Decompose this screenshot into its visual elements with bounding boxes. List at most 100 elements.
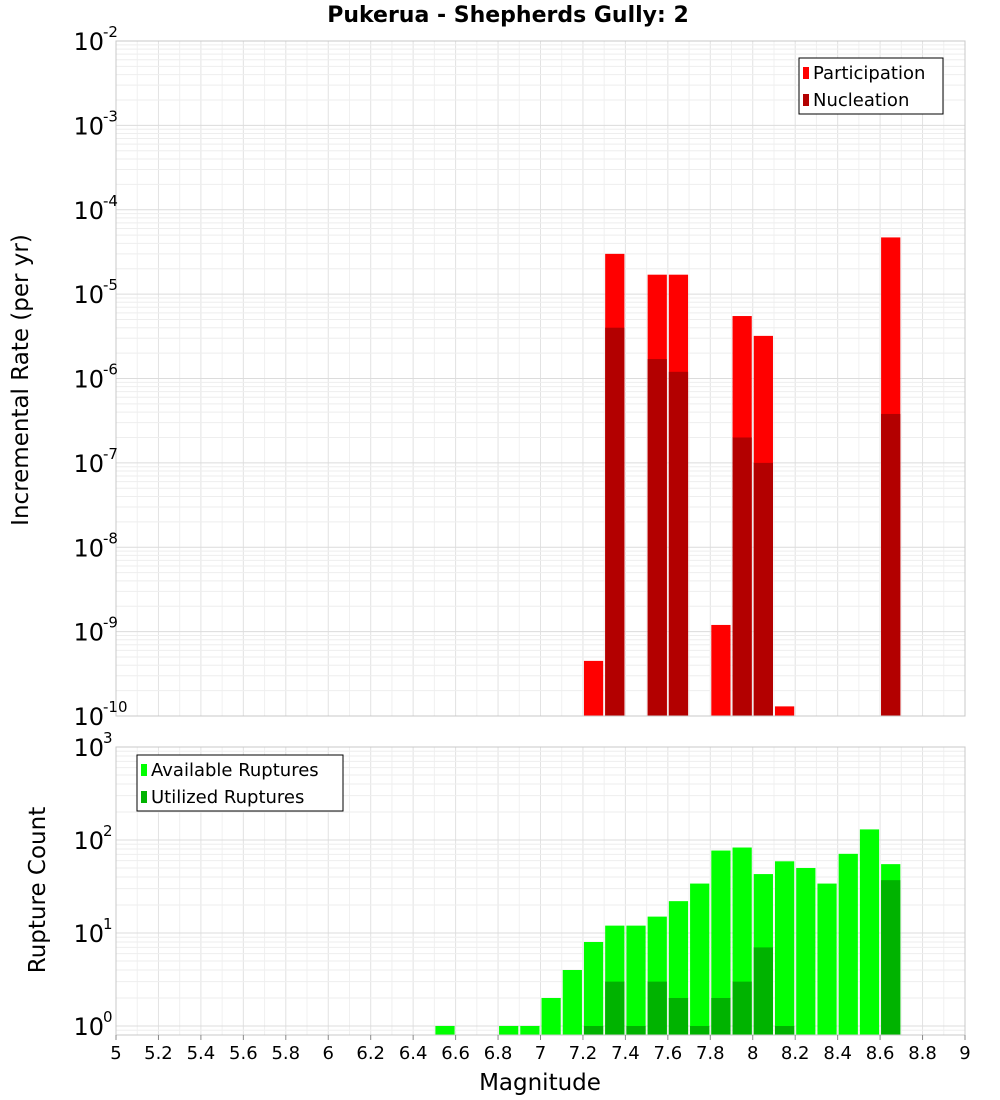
bottom-grid bbox=[115, 746, 966, 1036]
bottom-bar-s2 bbox=[626, 1025, 646, 1035]
x-tick-label: 6.4 bbox=[399, 1043, 428, 1064]
bottom-legend-box bbox=[136, 754, 344, 812]
chart-title: Pukerua - Shepherds Gully: 2 bbox=[327, 3, 689, 28]
x-tick-label: 5 bbox=[110, 1043, 121, 1064]
top-ytick: 10 -10 bbox=[73, 698, 127, 731]
bottom-legend: Available Ruptures Utilized Ruptures bbox=[136, 754, 344, 812]
top-ytick-exp: -6 bbox=[103, 361, 118, 379]
top-panel: 10-210-310-410-510-610-710-810-910-10 In… bbox=[8, 23, 966, 731]
x-tick-label: 8.8 bbox=[908, 1043, 937, 1064]
bottom-bar-s2 bbox=[605, 981, 625, 1035]
bottom-ytick-exp: 1 bbox=[103, 915, 113, 933]
bottom-bar-s2 bbox=[583, 1025, 604, 1035]
bottom-bars bbox=[435, 829, 901, 1035]
top-bar-s2 bbox=[881, 413, 901, 716]
top-ytick-base: 10 bbox=[73, 703, 104, 731]
top-ytick-base: 10 bbox=[73, 197, 104, 225]
top-ytick-base: 10 bbox=[73, 450, 104, 478]
x-tick-label: 7 bbox=[535, 1043, 546, 1064]
x-tick-label: 6.8 bbox=[484, 1043, 513, 1064]
top-ytick-base: 10 bbox=[73, 366, 104, 394]
x-tick-label: 6.2 bbox=[356, 1043, 385, 1064]
bottom-legend-swatch bbox=[141, 791, 147, 803]
bottom-bar-s1 bbox=[520, 1025, 540, 1035]
top-ytick: 10 -5 bbox=[73, 276, 118, 309]
x-tick-label: 5.4 bbox=[187, 1043, 216, 1064]
top-ytick-base: 10 bbox=[73, 28, 104, 56]
x-ticks: 5 5.2 5.4 5.6 5.8 6 6.2 6.4 6.6 6.8 7 7.2 7.4 7.6 7.8 8… bbox=[110, 1035, 971, 1064]
bottom-legend-label: Utilized Ruptures bbox=[151, 787, 304, 808]
bottom-bar-s1 bbox=[435, 1025, 455, 1035]
top-bar-s1 bbox=[583, 660, 604, 716]
top-ytick: 10 -6 bbox=[73, 361, 118, 394]
bottom-bar-s1 bbox=[711, 850, 731, 1035]
bottom-ytick-base: 10 bbox=[73, 734, 104, 762]
bottom-bar-s2 bbox=[690, 1025, 710, 1035]
x-tick-label: 8.4 bbox=[823, 1043, 852, 1064]
x-tick-label: 7.8 bbox=[696, 1043, 725, 1064]
bottom-bar-s1 bbox=[541, 997, 561, 1035]
top-bar-s1 bbox=[774, 706, 795, 716]
top-bar-s2 bbox=[605, 327, 625, 716]
bottom-legend-swatch bbox=[141, 764, 147, 776]
top-bar-s2 bbox=[647, 359, 667, 716]
x-tick-label: 5.2 bbox=[144, 1043, 173, 1064]
bottom-ytick: 10 1 bbox=[73, 915, 112, 948]
top-bar-s1 bbox=[711, 624, 731, 716]
bottom-y-axis-label: Rupture Count bbox=[25, 807, 51, 973]
top-bar-s2 bbox=[753, 462, 773, 716]
x-tick-label: 6.6 bbox=[441, 1043, 470, 1064]
top-ytick: 10 -7 bbox=[73, 445, 118, 478]
top-ytick-exp: -5 bbox=[103, 276, 118, 294]
bottom-bar-s1 bbox=[838, 853, 858, 1035]
top-bar-s2 bbox=[732, 437, 752, 716]
top-ytick-exp: -8 bbox=[103, 529, 118, 547]
bottom-ytick: 10 0 bbox=[73, 1008, 112, 1041]
bottom-ytick-base: 10 bbox=[73, 827, 104, 855]
bottom-ytick-exp: 0 bbox=[103, 1008, 113, 1026]
bottom-bar-s1 bbox=[499, 1025, 519, 1035]
top-legend-label: Participation bbox=[813, 63, 925, 84]
x-tick-label: 8.6 bbox=[866, 1043, 895, 1064]
top-ytick-base: 10 bbox=[73, 281, 104, 309]
top-ytick-base: 10 bbox=[73, 112, 104, 140]
bottom-bar-s2 bbox=[668, 997, 689, 1035]
top-legend-box bbox=[798, 57, 944, 115]
top-ytick-exp: -10 bbox=[103, 698, 128, 716]
top-ytick: 10 -9 bbox=[73, 614, 118, 647]
top-ytick-exp: -7 bbox=[103, 445, 118, 463]
bottom-ytick-base: 10 bbox=[73, 920, 104, 948]
x-tick-label: 8 bbox=[747, 1043, 758, 1064]
top-y-axis-label: Incremental Rate (per yr) bbox=[8, 234, 34, 526]
bottom-legend-label: Available Ruptures bbox=[151, 760, 319, 781]
top-legend-label: Nucleation bbox=[813, 90, 909, 111]
bottom-bar-s1 bbox=[796, 867, 816, 1035]
bottom-bar-s1 bbox=[562, 969, 582, 1035]
bottom-bar-s2 bbox=[774, 1025, 795, 1035]
x-tick-label: 6 bbox=[323, 1043, 334, 1064]
x-tick-label: 9 bbox=[959, 1043, 970, 1064]
x-tick-label: 5.8 bbox=[271, 1043, 300, 1064]
top-legend-swatch bbox=[803, 94, 809, 106]
x-tick-label: 7.6 bbox=[654, 1043, 683, 1064]
top-ytick-base: 10 bbox=[73, 619, 104, 647]
x-tick-label: 8.2 bbox=[781, 1043, 810, 1064]
top-ytick: 10 -3 bbox=[73, 107, 118, 140]
x-tick-label: 5.6 bbox=[229, 1043, 258, 1064]
top-ytick: 10 -2 bbox=[73, 23, 118, 56]
bottom-bar-s1 bbox=[690, 883, 710, 1035]
x-tick-label: 7.4 bbox=[611, 1043, 640, 1064]
top-ytick: 10 -4 bbox=[73, 192, 118, 225]
top-ytick-exp: -3 bbox=[103, 107, 118, 125]
top-plot-frame bbox=[115, 40, 966, 717]
x-tick-label: 7.2 bbox=[569, 1043, 598, 1064]
bottom-bar-s2 bbox=[881, 880, 901, 1035]
bottom-ytick-base: 10 bbox=[73, 1013, 104, 1041]
top-ytick: 10 -8 bbox=[73, 529, 118, 562]
top-bars bbox=[583, 237, 901, 716]
top-legend: Participation Nucleation bbox=[798, 57, 944, 115]
bottom-bar-s2 bbox=[647, 981, 667, 1035]
top-bar-s2 bbox=[668, 371, 689, 716]
top-ytick-exp: -9 bbox=[103, 614, 118, 632]
